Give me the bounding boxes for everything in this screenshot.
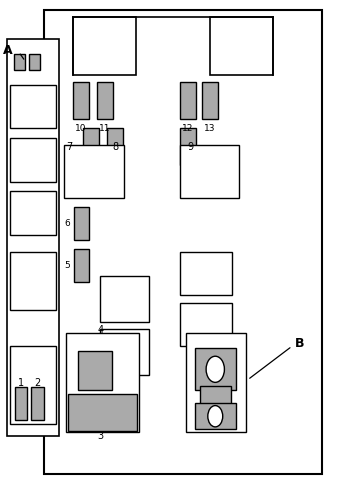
Bar [10, 138, 56, 182]
Bar [100, 329, 149, 375]
Bar [200, 386, 231, 404]
Bar [180, 145, 239, 198]
Bar [10, 252, 56, 310]
Bar [66, 333, 139, 432]
Bar [180, 302, 232, 346]
Bar [195, 348, 236, 390]
Text: 8: 8 [112, 142, 118, 152]
Bar [10, 85, 56, 128]
Text: 11: 11 [99, 124, 111, 134]
Bar [186, 333, 246, 432]
Bar [78, 351, 112, 390]
Bar [10, 346, 56, 424]
Bar [195, 403, 236, 429]
Text: 10: 10 [75, 124, 87, 134]
Bar [180, 128, 196, 165]
Bar [97, 82, 113, 119]
Bar [107, 128, 123, 165]
Bar [14, 54, 25, 70]
Text: 6: 6 [64, 219, 70, 227]
Bar [83, 128, 99, 165]
Text: A: A [3, 45, 13, 57]
Bar [7, 39, 59, 436]
Text: 12: 12 [182, 124, 194, 134]
Bar [10, 191, 56, 235]
Text: 9: 9 [187, 142, 194, 152]
Bar [74, 207, 89, 240]
Text: 1: 1 [18, 378, 24, 388]
Text: 3: 3 [98, 431, 104, 440]
Bar [100, 276, 149, 322]
Circle shape [208, 406, 223, 427]
Bar [180, 252, 232, 295]
Text: 13: 13 [204, 124, 216, 134]
Circle shape [206, 356, 224, 382]
Bar [31, 387, 44, 420]
Text: 7: 7 [66, 142, 73, 152]
Bar [44, 10, 322, 474]
Bar [29, 54, 40, 70]
Text: B: B [295, 337, 304, 350]
Bar [73, 82, 89, 119]
Text: 5: 5 [64, 261, 70, 270]
Bar [15, 387, 27, 420]
Bar [180, 82, 196, 119]
Bar [202, 82, 218, 119]
Text: 4: 4 [98, 325, 104, 335]
Bar [68, 394, 137, 431]
Bar [73, 17, 136, 75]
Bar [74, 249, 89, 282]
Bar [210, 17, 273, 75]
Text: 2: 2 [35, 378, 41, 388]
Bar [64, 145, 124, 198]
